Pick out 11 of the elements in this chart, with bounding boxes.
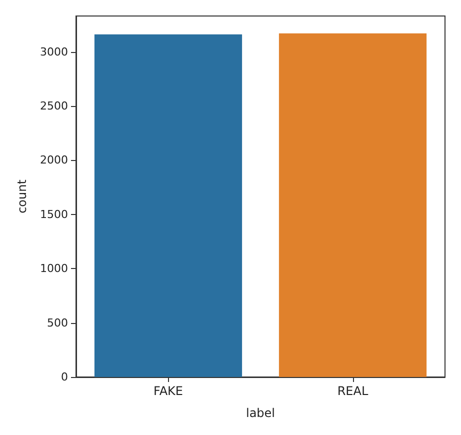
y-tick-label: 1000 [40, 262, 68, 276]
y-axis-title: count [15, 179, 29, 214]
y-tick-label: 1500 [40, 208, 68, 221]
y-tick-label: 2500 [40, 99, 68, 112]
x-tick-label: FAKE [154, 384, 183, 398]
y-tick-label: 3000 [40, 45, 68, 58]
y-tick-label: 0 [61, 370, 68, 384]
x-axis-title: label [246, 406, 276, 420]
x-tick-label: REAL [337, 384, 368, 398]
y-tick-label: 500 [47, 316, 68, 330]
y-tick-label: 2000 [40, 154, 68, 167]
